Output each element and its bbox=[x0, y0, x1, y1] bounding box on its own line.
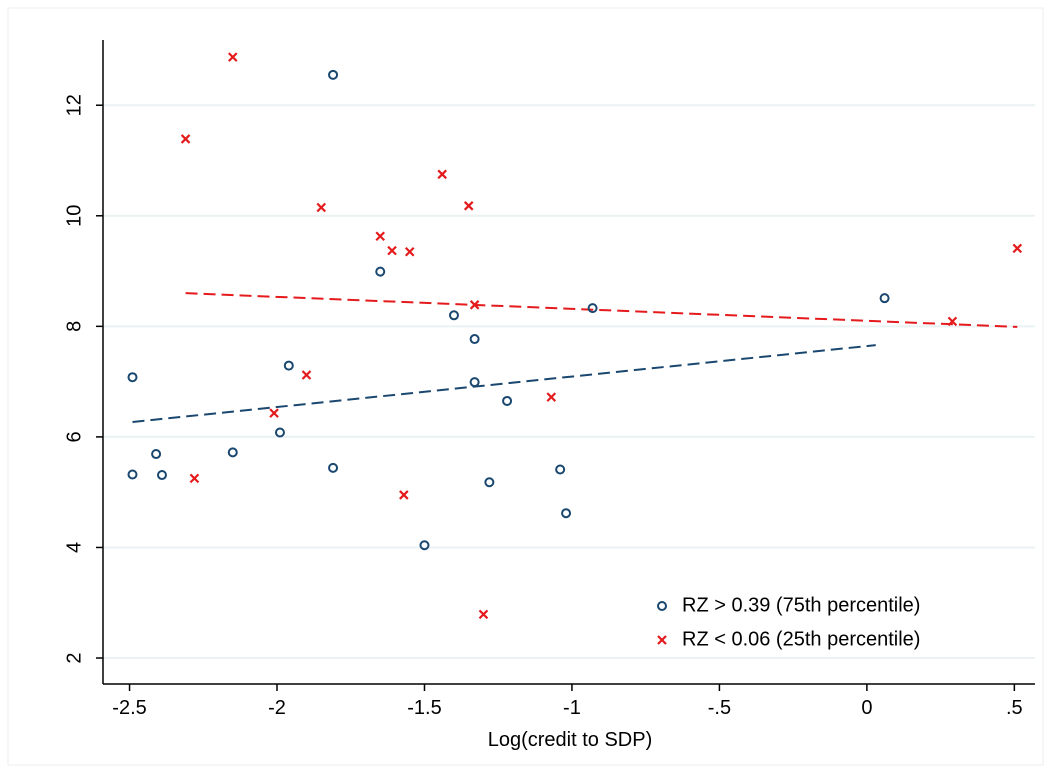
point-stroke bbox=[269, 408, 279, 418]
x-tick-label: -2 bbox=[268, 697, 286, 719]
point-stroke bbox=[375, 231, 386, 242]
point bbox=[478, 609, 489, 620]
point bbox=[269, 408, 279, 418]
point bbox=[404, 246, 415, 257]
x-tick-label: 0 bbox=[861, 697, 872, 719]
point bbox=[555, 464, 566, 475]
point-stroke bbox=[947, 316, 958, 327]
point bbox=[947, 316, 958, 327]
point bbox=[469, 334, 480, 345]
point bbox=[448, 310, 459, 321]
point bbox=[375, 231, 386, 242]
point bbox=[283, 360, 294, 371]
x-tick-label: .5 bbox=[1006, 697, 1023, 719]
fit-line bbox=[185, 292, 1018, 328]
point bbox=[657, 635, 667, 645]
point-stroke bbox=[399, 490, 409, 500]
point bbox=[180, 134, 191, 144]
point-stroke bbox=[1012, 243, 1023, 254]
point bbox=[274, 427, 285, 438]
fit-line bbox=[132, 344, 876, 423]
point-stroke bbox=[469, 300, 480, 310]
point-stroke bbox=[387, 245, 397, 256]
point bbox=[484, 477, 495, 488]
x-tick-label: -2.5 bbox=[112, 697, 146, 719]
y-tick-label: 8 bbox=[63, 321, 85, 332]
point-stroke bbox=[189, 473, 200, 484]
point bbox=[469, 377, 480, 388]
point bbox=[546, 392, 557, 402]
point bbox=[469, 300, 480, 310]
y-tick-label: 6 bbox=[63, 431, 85, 442]
point bbox=[301, 370, 312, 380]
point-stroke bbox=[227, 52, 238, 62]
point-stroke bbox=[316, 202, 327, 213]
x-tick-label: -1 bbox=[563, 697, 581, 719]
point bbox=[328, 69, 339, 80]
point bbox=[156, 470, 167, 481]
point bbox=[227, 447, 238, 458]
point bbox=[127, 372, 138, 383]
point bbox=[328, 462, 339, 473]
y-tick-label: 2 bbox=[63, 652, 85, 663]
point bbox=[879, 293, 890, 304]
point bbox=[316, 202, 327, 213]
point bbox=[387, 245, 397, 256]
point bbox=[587, 303, 598, 314]
legend-entry: RZ > 0.39 (75th percentile) bbox=[657, 594, 920, 616]
point bbox=[561, 508, 572, 519]
y-tick-label: 10 bbox=[63, 205, 85, 227]
point bbox=[127, 469, 138, 480]
point bbox=[463, 201, 474, 211]
point-stroke bbox=[657, 635, 667, 645]
point-stroke bbox=[301, 370, 312, 380]
point-stroke bbox=[404, 246, 415, 257]
legend-label: RZ > 0.39 (75th percentile) bbox=[682, 594, 920, 616]
point bbox=[437, 169, 447, 180]
x-axis-title: Log(credit to SDP) bbox=[488, 729, 653, 751]
point bbox=[1012, 243, 1023, 254]
point-stroke bbox=[463, 201, 474, 211]
frame bbox=[7, 7, 1044, 766]
point bbox=[657, 601, 667, 611]
point bbox=[399, 490, 409, 500]
point-stroke bbox=[546, 392, 557, 402]
point bbox=[151, 449, 162, 460]
x-tick-label: -1.5 bbox=[407, 697, 441, 719]
point-stroke bbox=[180, 134, 191, 144]
legend-label: RZ < 0.06 (25th percentile) bbox=[682, 628, 920, 650]
y-tick-label: 12 bbox=[63, 94, 85, 116]
y-tick-label: 4 bbox=[63, 542, 85, 553]
point bbox=[502, 395, 513, 406]
legend-entry: RZ < 0.06 (25th percentile) bbox=[657, 628, 920, 650]
point bbox=[419, 540, 430, 551]
point bbox=[375, 266, 386, 277]
point-stroke bbox=[478, 609, 489, 620]
point-stroke bbox=[437, 169, 447, 180]
point bbox=[189, 473, 200, 484]
x-tick-label: -.5 bbox=[708, 697, 731, 719]
point bbox=[227, 52, 238, 62]
